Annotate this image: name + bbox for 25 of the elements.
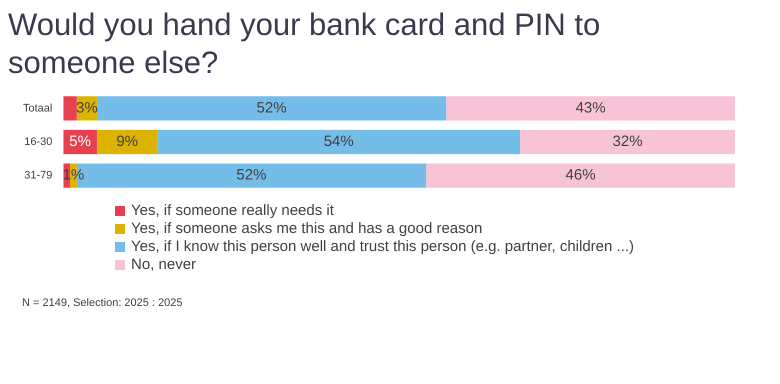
data-label: 9% xyxy=(116,133,138,150)
data-label: 54% xyxy=(324,133,354,150)
data-label: 46% xyxy=(566,166,596,184)
data-label: 5% xyxy=(69,133,91,150)
bar xyxy=(63,96,77,120)
bar xyxy=(96,130,158,154)
legend-label: Yes, if someone really needs it xyxy=(131,202,334,220)
y-tick-label: 31-79 xyxy=(24,170,52,182)
data-label: 43% xyxy=(576,100,606,117)
legend-label: No, never xyxy=(131,256,196,274)
bar xyxy=(96,96,446,120)
bar xyxy=(446,96,735,120)
bar xyxy=(426,164,735,188)
y-tick-label: 16-30 xyxy=(24,136,52,148)
text: N = 2149, Selection: 2025 : 2025 xyxy=(22,296,184,311)
chart-title: Would you hand your bank card and PIN to someone else? xyxy=(7,6,602,82)
legend-label: Yes, if I know this person well and trust this person (e.g. partner, children ...) xyxy=(131,238,634,256)
bar xyxy=(157,130,520,154)
y-tick-label: Totaal xyxy=(22,102,52,114)
legend-label: Yes, if someone asks me this and has a good reason xyxy=(131,220,482,238)
data-label: 52% xyxy=(236,166,266,184)
data-label: 52% xyxy=(256,100,287,117)
data-label: 32% xyxy=(612,133,643,150)
data-label: 1% xyxy=(62,166,84,184)
bar xyxy=(520,130,735,154)
